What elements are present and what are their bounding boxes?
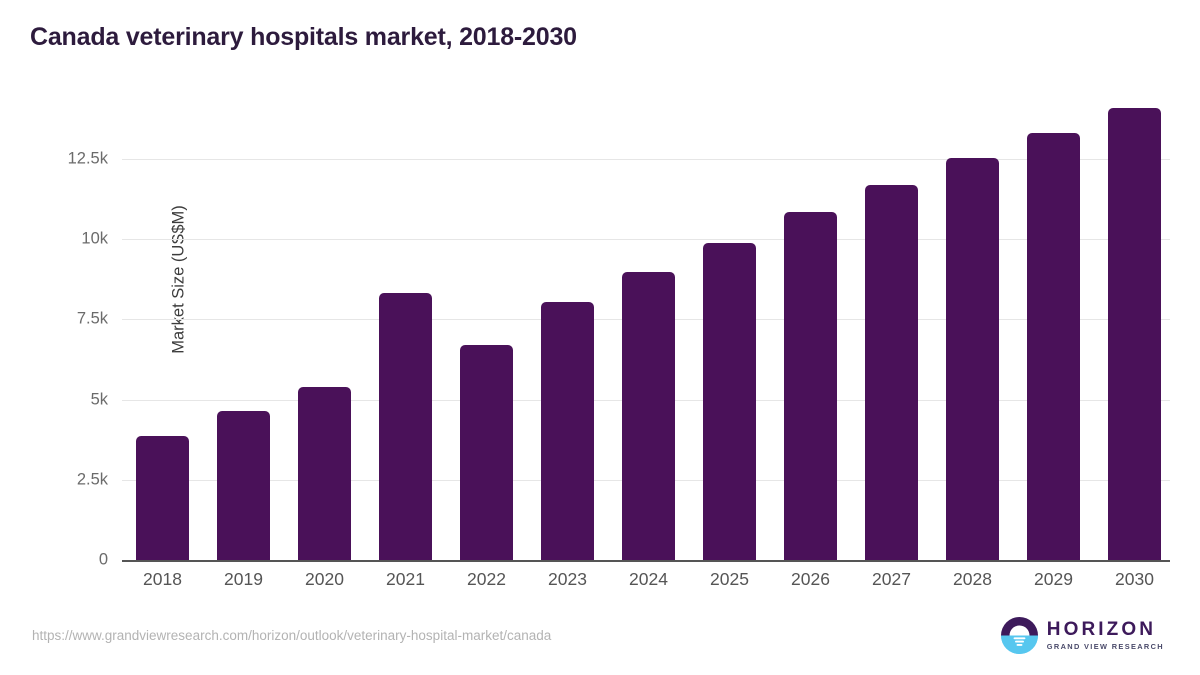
source-url[interactable]: https://www.grandviewresearch.com/horizo… xyxy=(32,628,552,643)
gridline xyxy=(122,239,1170,241)
x-axis-tick-label: 2023 xyxy=(548,569,587,589)
bar[interactable] xyxy=(622,272,675,560)
logo-text: HORIZON GRAND VIEW RESEARCH xyxy=(1047,620,1164,650)
logo-name: HORIZON xyxy=(1046,619,1157,641)
y-axis-tick-label: 0 xyxy=(98,550,108,569)
plot-area: Market Size (US$M) 0 2.5k 5k 7.5k 10k 12.5k 2… xyxy=(68,95,1170,589)
page-title: Canada veterinary hospitals market, 2018… xyxy=(30,23,577,51)
y-axis-tick-label: 2.5k xyxy=(76,470,108,489)
bar[interactable] xyxy=(298,387,351,560)
bar-slot xyxy=(608,95,689,560)
horizon-logo-icon xyxy=(1000,617,1038,654)
y-axis-tick-label: 7.5k xyxy=(76,309,108,328)
bar-series xyxy=(122,95,1170,560)
bar[interactable] xyxy=(784,212,837,560)
bar-slot xyxy=(770,95,851,560)
bar-slot xyxy=(446,95,527,560)
bar[interactable] xyxy=(460,345,513,560)
y-axis-tick-label: 5k xyxy=(90,390,108,409)
x-axis-tick-label: 2024 xyxy=(629,569,668,589)
gridline xyxy=(122,159,1170,161)
x-axis-tick-label: 2029 xyxy=(1034,569,1073,589)
bar-slot xyxy=(851,95,932,560)
bar-slot xyxy=(203,95,284,560)
x-axis-tick-label: 2019 xyxy=(224,569,263,589)
bar[interactable] xyxy=(541,301,594,560)
x-axis-tick-label: 2030 xyxy=(1115,569,1154,589)
x-axis-tick-label: 2028 xyxy=(953,569,992,589)
x-axis-tick-label: 2026 xyxy=(791,569,830,589)
x-axis-tick-label: 2027 xyxy=(872,569,911,589)
bar[interactable] xyxy=(379,292,432,560)
axis-baseline xyxy=(122,560,1170,562)
y-axis-tick-label: 12.5k xyxy=(67,149,108,168)
bar-slot xyxy=(1094,95,1175,560)
bar-slot xyxy=(932,95,1013,560)
horizon-logo[interactable]: HORIZON GRAND VIEW RESEARCH xyxy=(1000,617,1164,654)
bar[interactable] xyxy=(1108,107,1161,560)
y-axis-tick-label: 10k xyxy=(81,229,108,248)
bar[interactable] xyxy=(946,157,999,560)
bar[interactable] xyxy=(865,184,918,560)
x-axis-tick-label: 2020 xyxy=(305,569,344,589)
bar[interactable] xyxy=(1027,133,1080,560)
x-axis-tick-label: 2022 xyxy=(467,569,506,589)
bar-slot xyxy=(689,95,770,560)
logo-tagline: GRAND VIEW RESEARCH xyxy=(1046,642,1164,652)
bar-slot xyxy=(284,95,365,560)
x-axis-tick-label: 2025 xyxy=(710,569,749,589)
x-axis-tick-label: 2021 xyxy=(386,569,425,589)
bar-slot xyxy=(1013,95,1094,560)
bar[interactable] xyxy=(703,242,756,560)
bar[interactable] xyxy=(217,411,270,560)
bar[interactable] xyxy=(136,436,189,560)
x-axis-tick-label: 2018 xyxy=(143,569,182,589)
bar-slot xyxy=(122,95,203,560)
bar-slot xyxy=(365,95,446,560)
bar-slot xyxy=(527,95,608,560)
